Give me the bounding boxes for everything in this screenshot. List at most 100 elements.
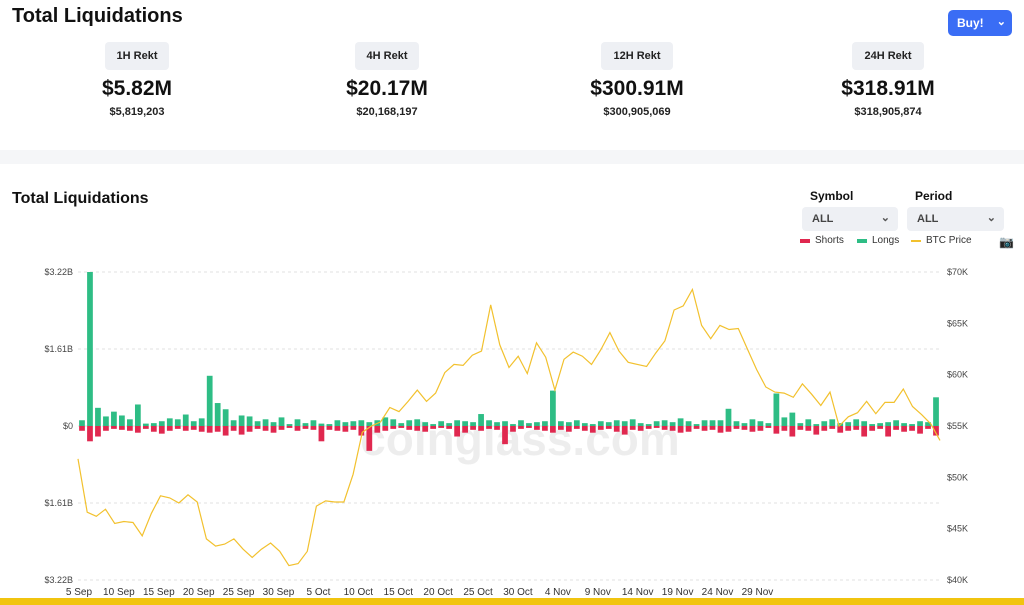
shorts-bar xyxy=(653,426,660,428)
stat-4h: 4H Rekt $20.17M $20,168,197 xyxy=(287,42,487,118)
longs-bar xyxy=(797,423,804,426)
buy-button[interactable]: Buy! ⌄ xyxy=(948,10,1012,36)
shorts-bar xyxy=(885,426,891,437)
btc-price-swatch xyxy=(911,239,921,242)
shorts-bar xyxy=(174,426,181,429)
shorts-bar xyxy=(294,426,301,431)
shorts-bar xyxy=(342,426,349,432)
stat-sub-value: $20,168,197 xyxy=(356,106,418,118)
right-axis-tick-label: $70K xyxy=(947,267,968,277)
shorts-bar xyxy=(917,426,923,434)
longs-bar xyxy=(310,420,317,426)
shorts-bar xyxy=(326,426,333,430)
shorts-bar xyxy=(757,426,764,431)
shorts-bar xyxy=(933,426,939,436)
shorts-bar xyxy=(478,426,484,431)
longs-bar xyxy=(95,407,101,426)
shorts-bar xyxy=(166,426,173,431)
longs-bar xyxy=(741,423,748,426)
longs-bar xyxy=(246,416,253,426)
longs-bar xyxy=(190,421,197,426)
longs-bar xyxy=(693,424,700,426)
legend-item-longs[interactable]: Longs xyxy=(857,235,899,246)
longs-bar xyxy=(917,421,923,426)
shorts-bar xyxy=(685,426,692,432)
longs-bar xyxy=(845,422,852,426)
longs-bar xyxy=(558,421,564,426)
longs-bar xyxy=(661,420,668,426)
longs-bar xyxy=(829,419,836,426)
shorts-bar xyxy=(725,426,732,432)
shorts-bar xyxy=(821,426,828,431)
camera-icon[interactable]: 📷 xyxy=(999,235,1014,249)
longs-bar xyxy=(861,421,868,426)
longs-bar xyxy=(765,423,772,426)
shorts-bar xyxy=(190,426,197,430)
shorts-bar xyxy=(733,426,740,429)
stat-value: $5.82M xyxy=(101,77,173,100)
longs-bar xyxy=(278,417,285,426)
symbol-select-value: ALL xyxy=(812,213,834,225)
symbol-select[interactable]: ALL ⌄ xyxy=(802,207,898,231)
longs-bar xyxy=(318,423,325,426)
longs-bar xyxy=(550,390,556,426)
longs-bar xyxy=(589,424,596,426)
shorts-bar xyxy=(893,426,899,430)
stat-value: $300.91M xyxy=(590,77,684,100)
x-axis-tick-label: 30 Sep xyxy=(263,587,295,598)
shorts-bar xyxy=(550,426,556,433)
longs-bar xyxy=(230,420,237,426)
longs-bar xyxy=(813,424,820,426)
longs-bar xyxy=(198,418,205,426)
legend-item-btc-price[interactable]: BTC Price xyxy=(911,235,972,246)
shorts-bar xyxy=(693,426,700,429)
shorts-bar xyxy=(350,426,357,430)
period-select[interactable]: ALL ⌄ xyxy=(907,207,1004,231)
shorts-bar xyxy=(813,426,820,435)
longs-bar xyxy=(438,421,445,426)
longs-bar xyxy=(87,272,93,426)
longs-bar xyxy=(103,416,109,426)
chevron-down-icon[interactable]: ⌄ xyxy=(996,16,1006,28)
longs-bar xyxy=(166,418,173,426)
shorts-bar xyxy=(749,426,756,432)
shorts-bar xyxy=(773,426,780,434)
chevron-down-icon: ⌄ xyxy=(880,212,890,224)
x-axis-tick-label: 20 Oct xyxy=(423,587,453,598)
shorts-bar xyxy=(127,426,133,431)
right-axis-tick-label: $65K xyxy=(947,318,968,328)
x-axis-tick-label: 30 Oct xyxy=(503,587,533,598)
longs-bar xyxy=(119,415,125,426)
longs-bar xyxy=(757,421,764,426)
longs-bar xyxy=(390,419,397,426)
shorts-bar xyxy=(558,426,564,430)
x-axis-tick-label: 10 Oct xyxy=(344,587,374,598)
shorts-bar xyxy=(837,426,844,433)
shorts-bar xyxy=(111,426,117,429)
shorts-bar xyxy=(581,426,588,431)
longs-bar xyxy=(637,423,644,426)
longs-bar xyxy=(933,397,939,426)
shorts-bar xyxy=(573,426,580,429)
longs-bar xyxy=(805,419,812,426)
buy-button-label: Buy! xyxy=(957,16,984,30)
shorts-bar xyxy=(198,426,205,432)
shorts-bar xyxy=(454,426,460,437)
shorts-bar xyxy=(605,426,612,429)
longs-swatch xyxy=(857,238,867,243)
shorts-bar xyxy=(318,426,325,442)
chart-title: Total Liquidations xyxy=(12,190,149,207)
longs-bar xyxy=(502,421,508,426)
shorts-bar xyxy=(861,426,868,437)
legend-item-shorts[interactable]: Shorts xyxy=(800,235,844,246)
shorts-bar xyxy=(462,426,468,433)
shorts-bar xyxy=(278,426,285,430)
stat-sub-value: $300,905,069 xyxy=(603,106,671,118)
longs-bar xyxy=(111,411,117,426)
right-axis-tick-label: $55K xyxy=(947,421,968,431)
stat-24h: 24H Rekt $318.91M $318,905,874 xyxy=(788,42,988,118)
longs-bar xyxy=(430,424,437,426)
longs-bar xyxy=(470,422,476,426)
longs-bar xyxy=(486,420,492,426)
